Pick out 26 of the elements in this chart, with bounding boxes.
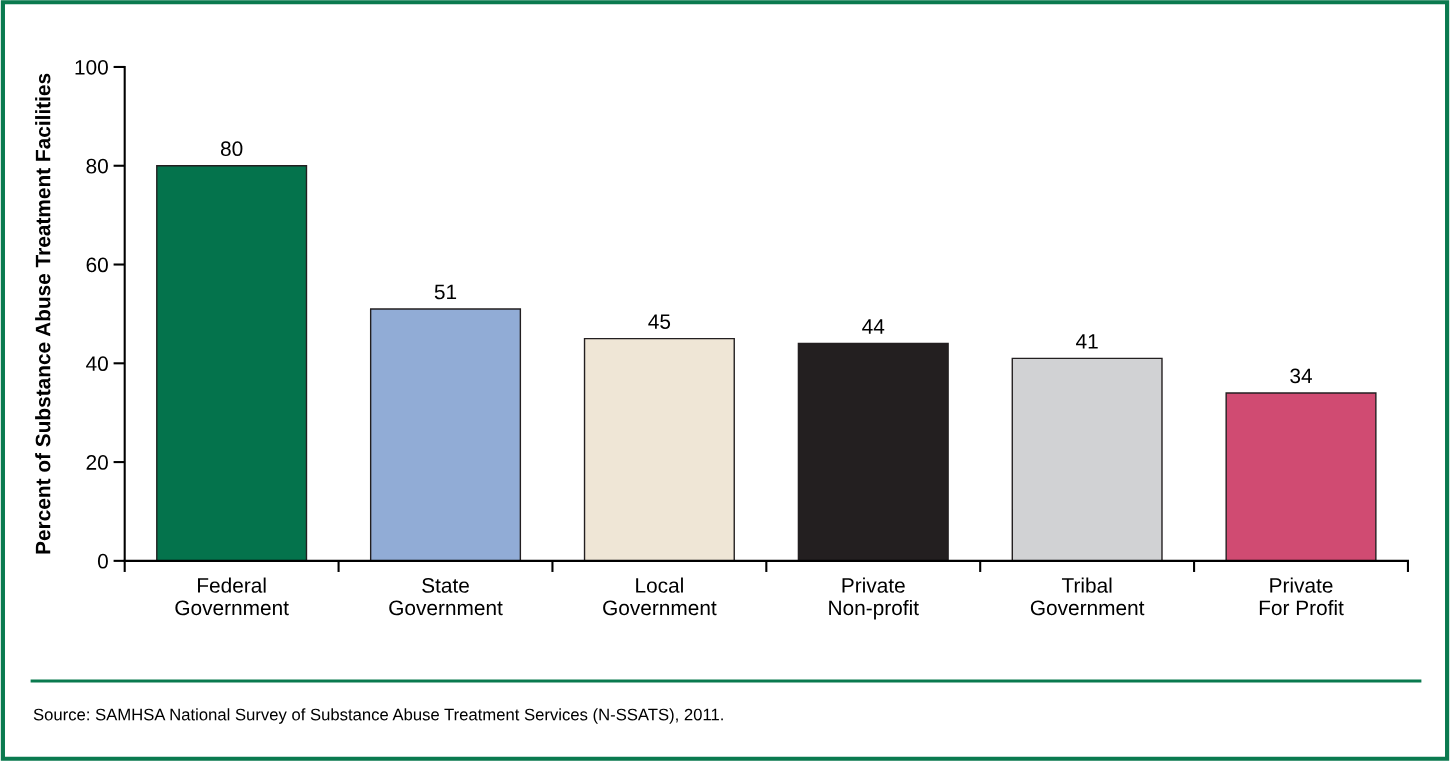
data-label: 41	[1076, 334, 1098, 349]
x-tick-label: Federal Government	[175, 577, 289, 616]
data-label: 80	[220, 141, 243, 157]
y-axis-title: Percent of Substance Abuse Treatment Facilities	[35, 73, 51, 554]
bar	[797, 342, 949, 561]
x-tick-label: Private Non-profit	[829, 577, 919, 620]
data-label: 45	[648, 314, 671, 329]
y-tick-label: 0	[97, 553, 108, 569]
y-tick-label: 20	[86, 455, 108, 470]
x-tick-label: Private For Profit	[1259, 577, 1344, 616]
bar	[1225, 392, 1377, 561]
bar	[156, 165, 308, 561]
data-label: 44	[862, 319, 885, 334]
y-tick-label: 40	[86, 356, 108, 372]
y-tick-label: 80	[86, 158, 108, 174]
y-tick-label: 60	[86, 257, 108, 273]
bar	[369, 308, 522, 561]
x-tick-label: Tribal Government	[1030, 577, 1145, 616]
x-tick-label: State Government	[389, 578, 503, 616]
y-tick-label: 100	[75, 59, 108, 75]
data-label: 34	[1290, 368, 1312, 384]
bar	[1011, 357, 1163, 561]
data-label: 51	[434, 284, 457, 300]
source-note: Source: SAMHSA National Survey of Substance Abuse Treatment Services (N-SSATS), 2011.	[33, 708, 723, 724]
bar	[583, 337, 735, 561]
x-tick-label: Local Government	[603, 577, 717, 616]
